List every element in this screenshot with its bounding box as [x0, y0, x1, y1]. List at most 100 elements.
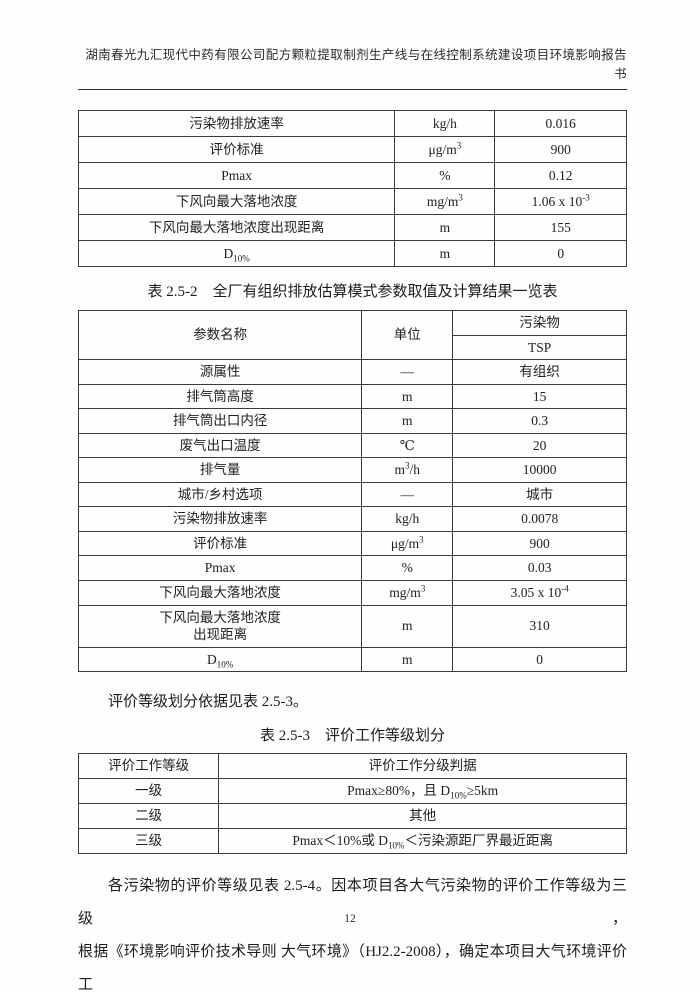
- table-cell: mg/m3: [361, 580, 454, 606]
- table-cell: %: [394, 162, 496, 189]
- table-row: 三级 Pmax＜10%或 D10%＜污染源距厂界最近距离: [77, 828, 627, 855]
- table-row: 下风向最大落地浓度 mg/m3 3.05 x 10-4: [77, 580, 627, 606]
- table-252-estimation-parameters: 参数名称 单位 污染物 TSP 源属性 — 有组织 排气筒高度 m 15 排气筒出口内径 m 0.3 废气…: [77, 309, 627, 673]
- table-cell: ℃: [361, 432, 454, 459]
- running-header-title: 湖南春光九汇现代中药有限公司配方颗粒提取制剂生产线与在线控制系统建设项目环境影响…: [78, 44, 627, 90]
- table-cell: 3.05 x 10-4: [452, 580, 627, 606]
- table-cell: Pmax≥80%，且 D10%≥5km: [218, 778, 627, 805]
- table-cell: Pmax＜10%或 D10%＜污染源距厂界最近距离: [218, 828, 627, 855]
- table-cell: 污染物排放速率: [77, 110, 396, 137]
- table-cell: 0.12: [494, 162, 627, 189]
- table-row: 下风向最大落地浓度 mg/m3 1.06 x 10-3: [77, 188, 627, 215]
- table-cell: 排气筒高度: [77, 383, 363, 410]
- table-row: 污染物排放速率 kg/h 0.0078: [77, 506, 627, 532]
- table-row: 评价工作等级 评价工作分级判据: [77, 753, 627, 780]
- table-cell: 0: [494, 240, 627, 267]
- table-cell: D10%: [77, 240, 396, 267]
- table-row: 排气量 m3/h 10000: [77, 457, 627, 483]
- table-cell: 下风向最大落地浓度出现距离: [77, 604, 363, 648]
- table-cell: m: [361, 646, 454, 673]
- table-cell: 污染物: [452, 310, 627, 336]
- page-number: 12: [344, 913, 356, 925]
- table-row: 下风向最大落地浓度出现距离 m 155: [77, 214, 627, 241]
- table-cell: μg/m3: [394, 136, 496, 163]
- table-row: 下风向最大落地浓度 出现距离 m 310: [77, 604, 627, 648]
- table-row: Pmax% 0.12: [77, 162, 627, 189]
- table-cell: 评价工作等级: [77, 753, 220, 780]
- table-cell: μg/m3: [361, 530, 454, 557]
- table-row: 污染物排放速率 kg/h 0.016: [77, 110, 627, 137]
- table-row: 排气筒高度 m 15: [77, 383, 627, 410]
- table-252-caption: 表 2.5-2 全厂有组织排放估算模式参数取值及计算结果一览表: [147, 284, 558, 300]
- table-cell: 评价标准: [77, 530, 363, 557]
- table-cell: 1.06 x 10-3: [494, 188, 627, 215]
- table-row: 参数名称 单位 污染物: [77, 309, 627, 361]
- table-row: 一级 Pmax≥80%，且 D10%≥5km: [77, 778, 627, 805]
- table-cell: 排气量: [77, 457, 363, 483]
- table-cell: 155: [494, 214, 627, 241]
- table-row: Pmax% 0.03: [77, 555, 627, 582]
- table-cell: 评价工作分级判据: [218, 753, 627, 780]
- table-cell: 0.016: [494, 110, 627, 137]
- table-row: 评价标准 μg/m3 900: [77, 136, 627, 163]
- table-253-caption: 表 2.5-3 评价工作等级划分: [260, 728, 445, 745]
- table-cell: 10000: [452, 457, 627, 483]
- table-cell: Pmax: [77, 555, 363, 582]
- table-cell: 二级: [77, 803, 220, 830]
- table-cell: 城市/乡村选项: [77, 481, 363, 508]
- table-cell: 310: [452, 604, 627, 648]
- table-cell: 15: [452, 383, 627, 410]
- table-cell: m: [361, 383, 454, 410]
- table-cell: 参数名称: [77, 309, 363, 361]
- table-cell: 20: [452, 432, 627, 459]
- table-row: 废气出口温度 ℃ 20: [77, 432, 627, 459]
- table-cell: 0: [452, 646, 627, 673]
- table-cell: 900: [452, 530, 627, 557]
- table-row: 城市/乡村选项 — 城市: [77, 481, 627, 508]
- table-cell: —: [361, 359, 454, 385]
- table-cell: kg/h: [394, 110, 496, 137]
- table-cell: D10%: [77, 646, 363, 673]
- table-cell: 有组织: [452, 359, 627, 385]
- table-cell: 下风向最大落地浓度: [77, 580, 363, 606]
- table-cell: m3/h: [361, 457, 454, 483]
- closing-paragraph-line-2: 根据《环境影响评价技术导则 大气环境》（HJ2.2-2008），确定本项目大气环…: [78, 944, 627, 994]
- table-cell: 污染物排放速率: [77, 506, 363, 532]
- closing-paragraph-line-1: 各污染物的评价等级见表 2.5-4。因本项目各大气污染物的评价工作等级为三级，: [78, 878, 627, 928]
- table-cell: 废气出口温度: [77, 432, 363, 459]
- table-continued-estimation-results: 污染物排放速率 kg/h 0.016 评价标准 μg/m3 900 Pmax% 0.12 下风向…: [77, 110, 627, 267]
- table-cell: 其他: [218, 803, 627, 830]
- table-cell: TSP: [452, 334, 627, 361]
- table-cell: %: [361, 555, 454, 582]
- table-cell: mg/m3: [394, 188, 496, 215]
- table-row: 二级 其他: [77, 803, 627, 830]
- table-cell: 评价标准: [77, 136, 396, 163]
- table-cell: Pmax: [77, 162, 396, 189]
- intro-sentence-grading: 评价等级划分依据见表 2.5-3。: [108, 694, 308, 711]
- table-row: TSP: [79, 334, 627, 361]
- table-row: 源属性 — 有组织: [77, 359, 627, 385]
- table-cell: 单位: [361, 309, 454, 361]
- table-253-grading-criteria: 评价工作等级 评价工作分级判据 一级 Pmax≥80%，且 D10%≥5km 二级 其他三…: [77, 753, 627, 855]
- table-cell: 0.0078: [452, 506, 627, 532]
- table-cell: m: [361, 604, 454, 648]
- table-row: 评价标准 μg/m3 900: [77, 530, 627, 557]
- table-cell: 排气筒出口内径: [77, 408, 363, 434]
- table-cell: m: [394, 240, 496, 267]
- table-cell: 城市: [452, 481, 627, 508]
- table-cell: 0.3: [452, 408, 627, 434]
- table-cell: 900: [494, 136, 627, 163]
- table-cell: 0.03: [452, 555, 627, 582]
- table-cell: 一级: [77, 778, 220, 805]
- closing-paragraph: 各污染物的评价等级见表 2.5-4。因本项目各大气污染物的评价工作等级为三级， …: [78, 870, 627, 1002]
- table-cell: m: [394, 214, 496, 241]
- table-row: D10% m 0: [77, 240, 627, 267]
- table-row: D10% m 0: [77, 646, 627, 673]
- table-cell: —: [361, 481, 454, 508]
- table-cell: 三级: [77, 828, 220, 855]
- table-cell: 源属性: [77, 359, 363, 385]
- table-cell: kg/h: [361, 506, 454, 532]
- table-cell: m: [361, 408, 454, 434]
- table-row: 排气筒出口内径 m 0.3: [77, 408, 627, 434]
